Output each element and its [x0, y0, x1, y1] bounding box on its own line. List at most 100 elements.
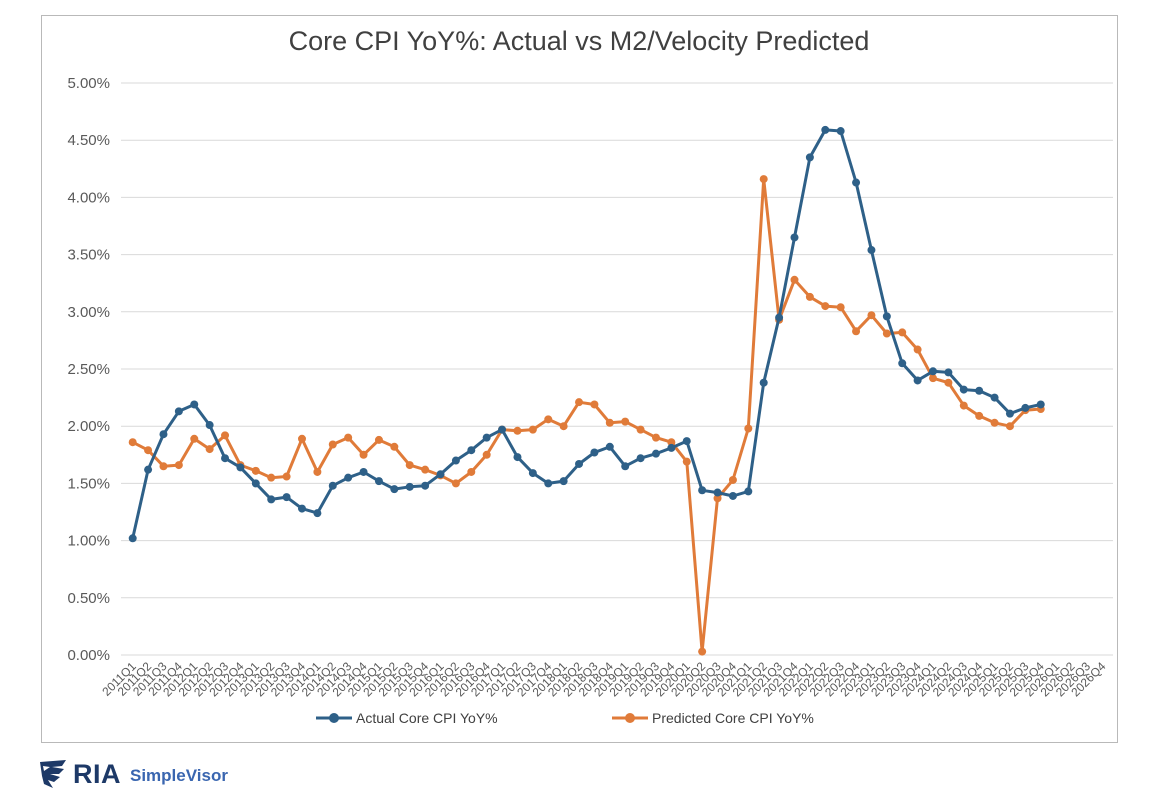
data-point: [990, 393, 999, 402]
data-point: [621, 462, 630, 471]
gridlines: [121, 82, 1113, 656]
data-point: [544, 479, 553, 488]
data-point: [590, 400, 599, 409]
data-point: [929, 374, 938, 383]
data-point: [821, 125, 830, 134]
eagle-logo-icon: [40, 760, 66, 788]
data-point: [159, 430, 168, 439]
data-point: [759, 378, 768, 387]
data-point: [513, 453, 522, 462]
data-point: [544, 415, 553, 424]
data-point: [775, 313, 784, 322]
y-tick-label: 2.00%: [67, 418, 110, 435]
legend-entry-predicted: Predicted Core CPI YoY%: [612, 710, 814, 726]
data-point: [405, 461, 414, 470]
data-point: [651, 433, 660, 442]
data-point: [1036, 400, 1045, 409]
data-point: [451, 479, 460, 488]
data-point: [405, 482, 414, 491]
data-point: [482, 433, 491, 442]
series-predicted-core-cpi-yoy: [128, 175, 1045, 656]
legend-entry-actual: Actual Core CPI YoY%: [316, 710, 498, 726]
data-point: [498, 425, 507, 434]
data-point: [744, 424, 753, 433]
data-point: [1005, 409, 1014, 418]
data-point: [328, 440, 337, 449]
data-point: [667, 438, 676, 447]
y-tick-label: 3.50%: [67, 247, 110, 264]
data-point: [297, 504, 306, 513]
brand-logo: RIA SimpleVisor: [38, 757, 228, 791]
series-line: [132, 177, 1041, 654]
data-point: [898, 359, 907, 368]
data-point: [313, 509, 322, 518]
chart-title: Core CPI YoY%: Actual vs M2/Velocity Pre…: [289, 26, 870, 56]
data-point: [990, 418, 999, 427]
data-point: [190, 434, 199, 443]
data-point: [267, 495, 276, 504]
data-point: [975, 411, 984, 420]
y-tick-label: 5.00%: [67, 75, 110, 92]
data-point: [713, 488, 722, 497]
data-point: [790, 233, 799, 242]
data-point: [221, 454, 230, 463]
y-tick-label: 3.00%: [67, 304, 110, 321]
data-point: [867, 311, 876, 320]
data-point: [513, 426, 522, 435]
data-point: [559, 422, 568, 431]
data-point: [390, 485, 399, 494]
data-point: [759, 175, 768, 184]
y-tick-label: 1.50%: [67, 475, 110, 492]
data-point: [682, 437, 691, 446]
y-tick-label: 1.00%: [67, 533, 110, 550]
y-axis: 0.00% 0.50% 1.00% 1.50% 2.00% 2.50% 3.00% 3.50%…: [67, 75, 110, 664]
data-point: [821, 302, 830, 311]
data-point: [805, 292, 814, 301]
data-point: [852, 178, 861, 187]
data-point: [482, 450, 491, 459]
data-point: [575, 459, 584, 468]
brand-product: SimpleVisor: [130, 766, 228, 785]
data-point: [913, 345, 922, 354]
data-point: [128, 534, 137, 543]
data-point: [174, 407, 183, 416]
data-point: [667, 443, 676, 452]
data-point: [805, 153, 814, 162]
data-point: [144, 446, 153, 455]
data-point: [328, 481, 337, 490]
data-point: [713, 494, 722, 503]
y-tick-label: 0.50%: [67, 590, 110, 607]
data-point: [698, 486, 707, 495]
data-point: [590, 448, 599, 457]
data-point: [528, 469, 537, 478]
data-point: [913, 376, 922, 385]
data-point: [174, 461, 183, 470]
data-point: [852, 327, 861, 336]
data-point: [605, 442, 614, 451]
legend-label-actual: Actual Core CPI YoY%: [356, 710, 498, 726]
data-point: [882, 329, 891, 338]
data-point: [267, 473, 276, 482]
brand-name: RIA: [73, 758, 121, 789]
data-point: [205, 421, 214, 430]
data-point: [944, 378, 953, 387]
y-tick-label: 4.00%: [67, 189, 110, 206]
data-point: [359, 450, 368, 459]
data-point: [236, 463, 245, 472]
data-point: [451, 456, 460, 465]
data-point: [882, 312, 891, 321]
legend-label-predicted: Predicted Core CPI YoY%: [652, 710, 814, 726]
data-point: [1021, 403, 1030, 412]
data-point: [929, 367, 938, 376]
data-point: [282, 493, 291, 502]
data-point: [128, 438, 137, 447]
data-point: [790, 275, 799, 284]
x-axis: 2011Q12011Q22011Q32011Q42012Q12012Q22012…: [99, 659, 1108, 699]
data-point: [728, 491, 737, 500]
data-point: [190, 400, 199, 409]
y-tick-label: 4.50%: [67, 132, 110, 149]
data-point: [528, 425, 537, 434]
legend: Actual Core CPI YoY% Predicted Core CPI …: [316, 710, 814, 726]
data-point: [436, 470, 445, 479]
